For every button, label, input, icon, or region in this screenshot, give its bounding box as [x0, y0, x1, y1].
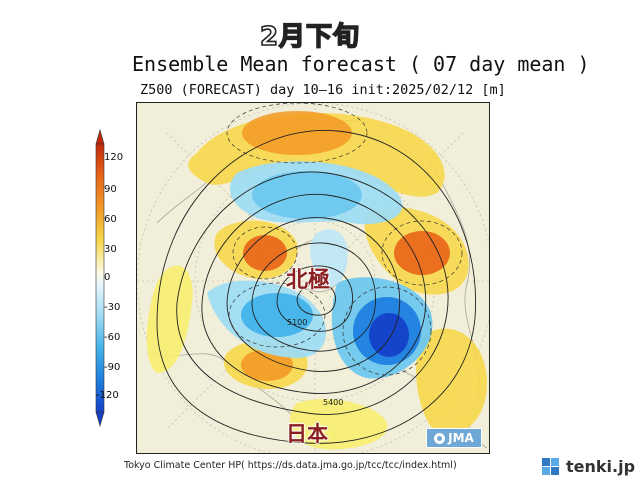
colorbar [95, 128, 105, 428]
positive-anomalies [146, 111, 487, 450]
colorbar-tick: 30 [104, 244, 117, 255]
anomaly-contours [226, 103, 463, 376]
jma-badge: JMA [426, 428, 482, 448]
colorbar-tick: 60 [104, 214, 117, 225]
period-title: 2月下旬 [259, 21, 361, 53]
colorbar-tick: -30 [104, 302, 121, 313]
polar-map: 5100 5400 [136, 102, 490, 454]
chart-title: Ensemble Mean forecast ( 07 day mean ) [132, 52, 590, 76]
contour-label: 5100 [287, 318, 307, 327]
colorbar-tick: 0 [104, 272, 111, 283]
negative-anomalies [207, 161, 433, 379]
colorbar-tick: 90 [104, 184, 117, 195]
arctic-label: 北極 [285, 267, 331, 293]
japan-label: 日本 [285, 421, 328, 446]
colorbar-tick: -120 [96, 390, 119, 401]
tenki-logo-icon [542, 458, 559, 475]
tenki-logo[interactable]: tenki.jp [542, 456, 635, 476]
colorbar-tick: -60 [104, 332, 121, 343]
source-credit: Tokyo Climate Center HP( https://ds.data… [124, 460, 457, 471]
tenki-brand: tenki.jp [566, 456, 636, 476]
polar-map-graphic: 5100 5400 [137, 103, 489, 453]
colorbar-tick: 120 [104, 152, 124, 163]
contour-label: 5400 [323, 398, 343, 407]
jma-logo-icon [434, 432, 446, 444]
height-contours [156, 130, 477, 444]
jma-badge-text: JMA [448, 431, 474, 445]
chart-subtitle: Z500 (FORECAST) day 10–16 init:2025/02/1… [140, 82, 506, 98]
colorbar-tick: -90 [104, 362, 121, 373]
